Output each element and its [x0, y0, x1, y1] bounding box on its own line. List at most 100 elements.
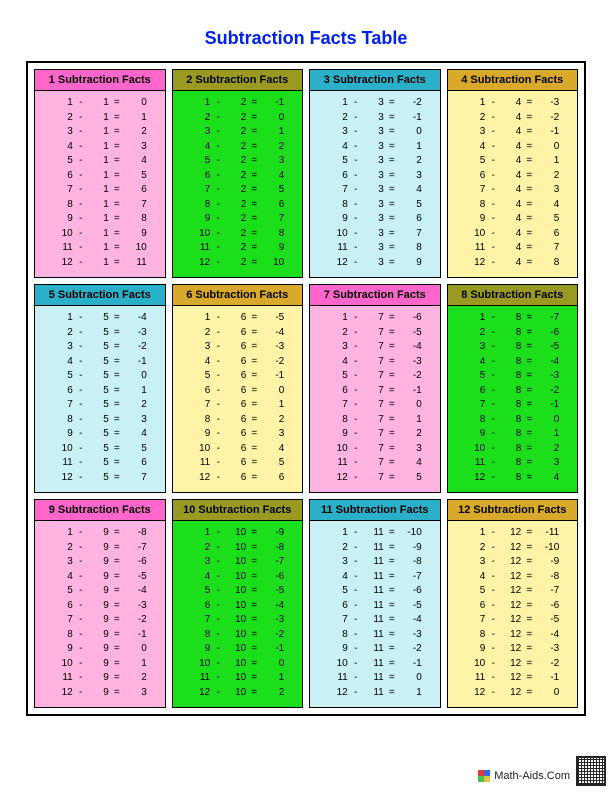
- fact-row: 10-3=7: [314, 227, 436, 242]
- block-body: 1-9=-82-9=-73-9=-64-9=-55-9=-46-9=-37-9=…: [35, 521, 165, 707]
- footer-icon: [478, 770, 490, 782]
- fact-row: 7-5=2: [39, 398, 161, 413]
- fact-row: 5-5=0: [39, 369, 161, 384]
- fact-row: 11-5=6: [39, 456, 161, 471]
- fact-row: 1-11=-10: [314, 526, 436, 541]
- fact-row: 8-7=1: [314, 413, 436, 428]
- fact-row: 12-10=2: [177, 686, 299, 701]
- fact-row: 10-6=4: [177, 442, 299, 457]
- fact-row: 3-3=0: [314, 125, 436, 140]
- fact-row: 7-4=3: [452, 183, 574, 198]
- fact-row: 10-2=8: [177, 227, 299, 242]
- fact-row: 1-2=-1: [177, 96, 299, 111]
- fact-row: 5-6=-1: [177, 369, 299, 384]
- facts-block-9: 9 Subtraction Facts1-9=-82-9=-73-9=-64-9…: [34, 499, 166, 708]
- fact-row: 4-3=1: [314, 140, 436, 155]
- fact-row: 1-8=-7: [452, 311, 574, 326]
- block-header: 9 Subtraction Facts: [35, 500, 165, 521]
- fact-row: 4-9=-5: [39, 570, 161, 585]
- fact-row: 3-10=-7: [177, 555, 299, 570]
- fact-row: 3-9=-6: [39, 555, 161, 570]
- fact-row: 7-11=-4: [314, 613, 436, 628]
- fact-row: 1-7=-6: [314, 311, 436, 326]
- fact-row: 7-12=-5: [452, 613, 574, 628]
- fact-row: 4-1=3: [39, 140, 161, 155]
- table-container: 1 Subtraction Facts1-1=02-1=13-1=24-1=35…: [26, 61, 586, 716]
- fact-row: 8-9=-1: [39, 628, 161, 643]
- fact-row: 5-10=-5: [177, 584, 299, 599]
- fact-row: 4-8=-4: [452, 355, 574, 370]
- fact-row: 10-4=6: [452, 227, 574, 242]
- fact-row: 4-2=2: [177, 140, 299, 155]
- fact-row: 3-7=-4: [314, 340, 436, 355]
- fact-row: 8-10=-2: [177, 628, 299, 643]
- fact-row: 2-9=-7: [39, 541, 161, 556]
- facts-block-3: 3 Subtraction Facts1-3=-22-3=-13-3=04-3=…: [309, 69, 441, 278]
- fact-row: 5-1=4: [39, 154, 161, 169]
- fact-row: 4-5=-1: [39, 355, 161, 370]
- fact-row: 11-11=0: [314, 671, 436, 686]
- facts-block-10: 10 Subtraction Facts1-10=-92-10=-83-10=-…: [172, 499, 304, 708]
- fact-row: 1-9=-8: [39, 526, 161, 541]
- footer: Math-Aids.Com: [478, 770, 570, 782]
- fact-row: 1-5=-4: [39, 311, 161, 326]
- fact-row: 6-12=-6: [452, 599, 574, 614]
- fact-row: 8-5=3: [39, 413, 161, 428]
- fact-row: 8-2=6: [177, 198, 299, 213]
- fact-row: 7-1=6: [39, 183, 161, 198]
- fact-row: 3-12=-9: [452, 555, 574, 570]
- fact-row: 12-11=1: [314, 686, 436, 701]
- fact-row: 12-12=0: [452, 686, 574, 701]
- block-header: 11 Subtraction Facts: [310, 500, 440, 521]
- fact-row: 6-11=-5: [314, 599, 436, 614]
- fact-row: 11-6=5: [177, 456, 299, 471]
- fact-row: 7-10=-3: [177, 613, 299, 628]
- fact-row: 4-10=-6: [177, 570, 299, 585]
- block-body: 1-1=02-1=13-1=24-1=35-1=46-1=57-1=68-1=7…: [35, 91, 165, 277]
- block-header: 5 Subtraction Facts: [35, 285, 165, 306]
- fact-row: 10-12=-2: [452, 657, 574, 672]
- block-header: 12 Subtraction Facts: [448, 500, 578, 521]
- fact-row: 7-3=4: [314, 183, 436, 198]
- fact-row: 2-6=-4: [177, 326, 299, 341]
- fact-row: 5-9=-4: [39, 584, 161, 599]
- fact-row: 7-8=-1: [452, 398, 574, 413]
- fact-row: 11-12=-1: [452, 671, 574, 686]
- facts-block-8: 8 Subtraction Facts1-8=-72-8=-63-8=-54-8…: [447, 284, 579, 493]
- fact-row: 11-10=1: [177, 671, 299, 686]
- block-body: 1-5=-42-5=-33-5=-24-5=-15-5=06-5=17-5=28…: [35, 306, 165, 492]
- fact-row: 12-1=11: [39, 256, 161, 271]
- facts-block-2: 2 Subtraction Facts1-2=-12-2=03-2=14-2=2…: [172, 69, 304, 278]
- fact-row: 9-4=5: [452, 212, 574, 227]
- fact-row: 9-11=-2: [314, 642, 436, 657]
- block-header: 6 Subtraction Facts: [173, 285, 303, 306]
- fact-row: 10-1=9: [39, 227, 161, 242]
- fact-row: 2-3=-1: [314, 111, 436, 126]
- fact-row: 8-12=-4: [452, 628, 574, 643]
- block-body: 1-6=-52-6=-43-6=-34-6=-25-6=-16-6=07-6=1…: [173, 306, 303, 492]
- fact-row: 9-10=-1: [177, 642, 299, 657]
- fact-row: 7-6=1: [177, 398, 299, 413]
- fact-row: 7-9=-2: [39, 613, 161, 628]
- facts-block-11: 11 Subtraction Facts1-11=-102-11=-93-11=…: [309, 499, 441, 708]
- block-header: 10 Subtraction Facts: [173, 500, 303, 521]
- block-header: 8 Subtraction Facts: [448, 285, 578, 306]
- fact-row: 1-3=-2: [314, 96, 436, 111]
- block-header: 1 Subtraction Facts: [35, 70, 165, 91]
- fact-row: 4-4=0: [452, 140, 574, 155]
- fact-row: 7-2=5: [177, 183, 299, 198]
- fact-row: 2-1=1: [39, 111, 161, 126]
- page-title: Subtraction Facts Table: [0, 0, 612, 61]
- qr-code-icon: [576, 756, 606, 786]
- fact-row: 10-7=3: [314, 442, 436, 457]
- block-body: 1-8=-72-8=-63-8=-54-8=-45-8=-36-8=-27-8=…: [448, 306, 578, 492]
- fact-row: 1-6=-5: [177, 311, 299, 326]
- fact-row: 2-2=0: [177, 111, 299, 126]
- facts-grid: 1 Subtraction Facts1-1=02-1=13-1=24-1=35…: [34, 69, 578, 708]
- block-body: 1-10=-92-10=-83-10=-74-10=-65-10=-56-10=…: [173, 521, 303, 707]
- block-body: 1-2=-12-2=03-2=14-2=25-2=36-2=47-2=58-2=…: [173, 91, 303, 277]
- footer-text: Math-Aids.Com: [494, 770, 570, 782]
- block-body: 1-12=-112-12=-103-12=-94-12=-85-12=-76-1…: [448, 521, 578, 707]
- facts-block-7: 7 Subtraction Facts1-7=-62-7=-53-7=-44-7…: [309, 284, 441, 493]
- fact-row: 2-11=-9: [314, 541, 436, 556]
